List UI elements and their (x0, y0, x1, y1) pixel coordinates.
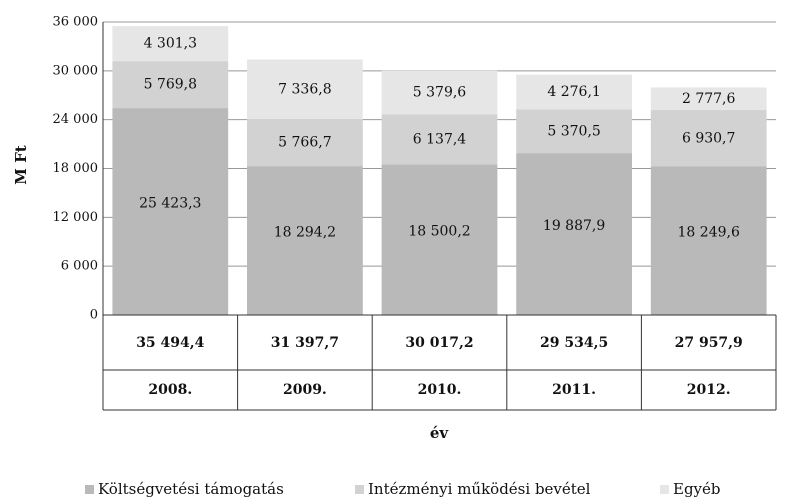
total-label: 27 957,9 (675, 335, 743, 351)
x-axis-label: év (430, 424, 450, 442)
data-label: 18 500,2 (408, 224, 470, 240)
legend-label: Intézményi működési bevétel (368, 480, 591, 498)
legend-swatch (85, 485, 94, 494)
data-label: 5 766,7 (278, 135, 331, 151)
bar-segment (516, 74, 632, 110)
bar-segment (247, 119, 363, 167)
total-label: 29 534,5 (540, 335, 608, 351)
data-label: 6 137,4 (413, 131, 467, 147)
bar-segment (381, 70, 498, 115)
total-label: 35 494,4 (136, 335, 204, 351)
y-tick-label: 0 (90, 308, 98, 323)
data-label: 5 370,5 (547, 123, 600, 139)
bar-segment (112, 108, 229, 316)
bar-segment (112, 61, 229, 109)
data-label: 4 276,1 (547, 84, 600, 100)
y-tick-label: 6 000 (61, 259, 98, 274)
bar-segment (381, 164, 498, 315)
legend-label: Egyéb (673, 480, 721, 498)
bar-segment (650, 87, 767, 111)
data-label: 7 336,8 (278, 81, 331, 97)
legend-swatch (660, 485, 669, 494)
bar-segment (247, 59, 363, 120)
bar-segment (650, 110, 767, 167)
total-label: 30 017,2 (405, 335, 473, 351)
bar-segment (650, 166, 767, 315)
y-tick-label: 36 000 (53, 15, 99, 30)
data-label: 5 379,6 (413, 85, 467, 101)
y-tick-label: 12 000 (53, 210, 99, 225)
bar-segment (516, 153, 632, 315)
data-label: 25 423,3 (139, 196, 201, 212)
bar-segment (381, 114, 498, 165)
y-tick-label: 30 000 (53, 63, 99, 78)
bar-segment (112, 26, 229, 62)
x-tick-label: 2008. (148, 382, 192, 398)
data-label: 5 769,8 (144, 77, 197, 93)
bar-segment (247, 166, 363, 315)
y-axis-label: M Ft (12, 145, 30, 184)
x-tick-label: 2012. (687, 382, 731, 398)
x-tick-label: 2011. (552, 382, 596, 398)
legend-swatch (355, 485, 364, 494)
data-label: 6 930,7 (682, 130, 735, 146)
x-tick-label: 2009. (283, 382, 327, 398)
x-tick-label: 2010. (418, 382, 462, 398)
bar-segment (516, 109, 632, 154)
data-label: 19 887,9 (543, 218, 605, 234)
legend-label: Költségvetési támogatás (98, 480, 284, 498)
y-tick-label: 24 000 (53, 112, 99, 127)
data-label: 4 301,3 (144, 36, 197, 52)
data-label: 18 249,6 (678, 225, 740, 241)
data-label: 2 777,6 (682, 91, 736, 107)
data-label: 18 294,2 (274, 225, 336, 241)
y-tick-label: 18 000 (53, 161, 99, 176)
total-label: 31 397,7 (271, 335, 339, 351)
